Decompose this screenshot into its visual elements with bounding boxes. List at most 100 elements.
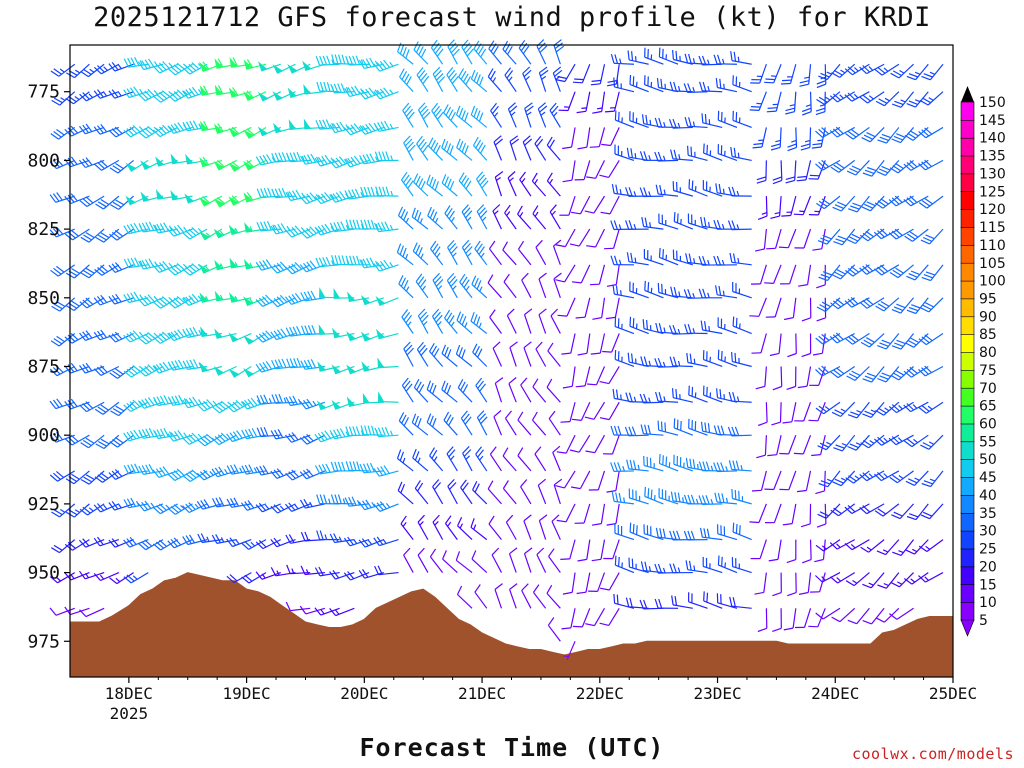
wind-barb [590,333,606,355]
wind-barb [474,240,488,266]
wind-barb [799,64,812,87]
wind-barb [416,67,430,93]
colorbar-bin [960,101,975,121]
wind-barb [343,123,370,136]
wind-barb [658,488,679,505]
wind-barb [569,434,591,453]
wind-barb [683,530,708,541]
wind-barb [64,539,90,551]
wind-barb [817,228,841,245]
wind-barb [345,255,370,266]
wind-barb [816,195,841,210]
wind-barb [256,221,281,232]
wind-barb [750,539,767,560]
wind-barb [859,63,885,75]
wind-barb [329,428,355,440]
wind-barb [801,297,812,322]
wind-barb [152,331,179,344]
wind-barb [108,501,134,511]
x-axis-label: Forecast Time (UTC) [359,733,665,762]
wind-barb [921,63,944,81]
colorbar-label: 110 [979,238,1006,254]
wind-barb [921,264,944,282]
wind-barb [80,228,105,243]
wind-barb [243,90,267,101]
wind-barb [614,555,635,574]
wind-barb [167,122,193,134]
wind-barb [550,308,561,334]
colorbar-label: 5 [979,613,988,629]
wind-barb [613,77,635,93]
wind-barb [551,514,561,540]
colorbar-label: 115 [979,220,1006,236]
wind-barb [629,111,649,128]
wind-barb [271,187,296,199]
wind-barb [517,411,532,436]
colorbar-bin [960,441,975,460]
wind-barb [138,364,164,377]
wind-barb [599,160,620,178]
wind-barb [152,260,178,273]
wind-barb [817,503,841,519]
wind-barb [93,329,120,341]
wind-barb [627,50,649,65]
wind-barb [754,229,767,252]
wind-barb [455,344,473,367]
wind-barb [874,503,900,517]
wind-barb [549,204,561,230]
wind-barb [815,365,841,377]
wind-barb [589,127,606,148]
wind-barb [684,53,708,65]
wind-barb [240,500,267,511]
wind-barb [80,264,105,279]
source-credit[interactable]: coolwx.com/models [851,745,1014,763]
wind-barb [702,350,723,368]
wind-barb [196,499,223,510]
wind-barb [779,434,797,455]
wind-barb [831,63,856,78]
wind-barb [757,402,768,427]
x-tick-label: 24DEC [811,684,859,703]
wind-barb [492,204,503,230]
wind-barb [302,60,326,71]
wind-barb [794,402,812,422]
wind-barb [182,62,208,75]
wind-barb [444,205,458,230]
wind-barb [860,434,885,449]
wind-barb [831,401,856,418]
wind-barb [764,503,782,524]
wind-barb [375,296,399,306]
colorbar-label: 20 [979,559,997,575]
wind-barb [772,608,782,632]
wind-barb [713,255,737,266]
wind-barb [918,572,944,583]
wind-barb [330,494,355,505]
wind-barb [905,470,929,486]
wind-barb [455,105,473,128]
wind-barb [138,221,164,233]
wind-barb [780,64,797,85]
wind-barb [732,522,752,541]
wind-barb [137,294,164,307]
wind-barb [918,195,944,209]
wind-barb [918,333,944,346]
wind-barb [808,401,826,422]
wind-barb [535,239,547,266]
wind-barb [504,410,517,436]
wind-barb [727,426,752,437]
wind-barb [918,159,944,171]
wind-barb [417,102,431,128]
wind-barb [794,608,812,629]
wind-barb [688,179,708,197]
wind-barb [241,428,267,440]
terrain-area [69,572,954,678]
wind-barb [537,102,548,128]
wind-barb [93,536,120,547]
wind-barb [844,539,870,551]
wind-barb [504,204,517,230]
wind-barb [299,398,326,410]
wind-barb [488,515,502,540]
wind-barb [362,392,384,404]
wind-barb [688,592,708,609]
